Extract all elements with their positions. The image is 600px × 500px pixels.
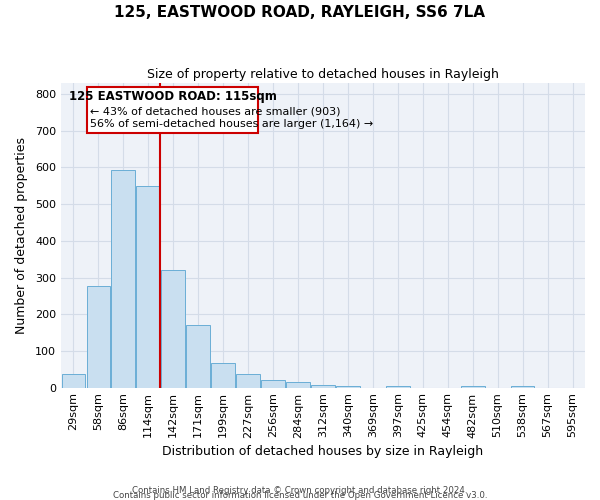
Bar <box>136 186 160 388</box>
Title: Size of property relative to detached houses in Rayleigh: Size of property relative to detached ho… <box>147 68 499 80</box>
Text: 125 EASTWOOD ROAD: 115sqm: 125 EASTWOOD ROAD: 115sqm <box>68 90 277 102</box>
Bar <box>261 380 285 388</box>
Text: Contains HM Land Registry data © Crown copyright and database right 2024.: Contains HM Land Registry data © Crown c… <box>132 486 468 495</box>
Y-axis label: Number of detached properties: Number of detached properties <box>15 137 28 334</box>
Bar <box>461 386 485 388</box>
Bar <box>112 170 135 388</box>
Bar <box>236 374 260 388</box>
Text: 56% of semi-detached houses are larger (1,164) →: 56% of semi-detached houses are larger (… <box>90 120 373 130</box>
Bar <box>161 270 185 388</box>
Text: ← 43% of detached houses are smaller (903): ← 43% of detached houses are smaller (90… <box>90 107 341 117</box>
Text: 125, EASTWOOD ROAD, RAYLEIGH, SS6 7LA: 125, EASTWOOD ROAD, RAYLEIGH, SS6 7LA <box>115 5 485 20</box>
FancyBboxPatch shape <box>87 86 258 132</box>
Bar <box>62 374 85 388</box>
X-axis label: Distribution of detached houses by size in Rayleigh: Distribution of detached houses by size … <box>163 444 484 458</box>
Bar <box>187 325 210 388</box>
Bar <box>86 286 110 388</box>
Bar <box>336 386 360 388</box>
Bar <box>311 384 335 388</box>
Bar <box>386 386 410 388</box>
Bar <box>211 362 235 388</box>
Bar <box>511 386 535 388</box>
Text: Contains public sector information licensed under the Open Government Licence v3: Contains public sector information licen… <box>113 491 487 500</box>
Bar <box>286 382 310 388</box>
